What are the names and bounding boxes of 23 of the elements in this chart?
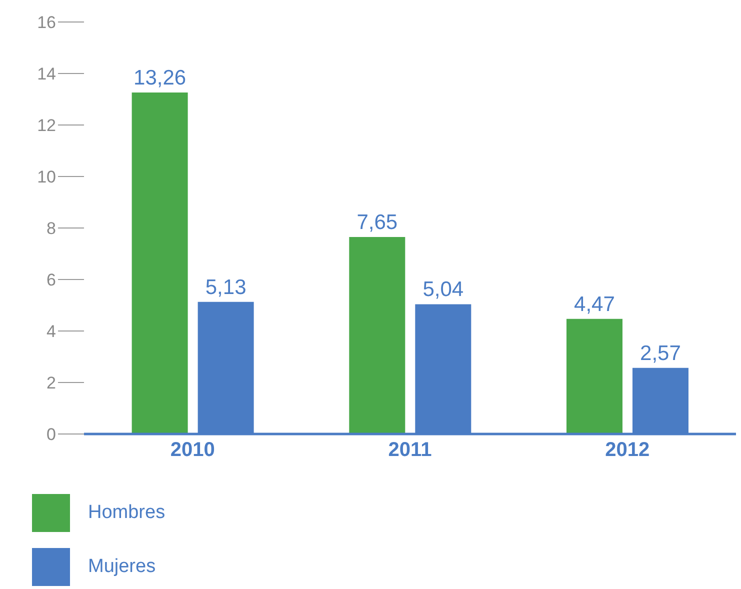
bar: [132, 92, 188, 434]
y-tick-label: 2: [46, 374, 56, 393]
y-tick-label: 12: [37, 116, 56, 136]
y-tick-label: 6: [46, 270, 56, 290]
y-tick-label: 0: [46, 425, 56, 444]
data-label: 13,26: [134, 66, 186, 90]
data-label: 7,65: [356, 211, 398, 234]
data-label: 2,57: [640, 342, 681, 365]
y-tick-label: 8: [46, 219, 56, 238]
x-tick-label: 2011: [388, 439, 432, 462]
y-tick-label: 16: [37, 13, 56, 32]
bar: [566, 318, 622, 434]
legend-label: Mujeres: [88, 556, 156, 578]
x-tick-label: 2012: [605, 439, 650, 462]
y-tick-label: 14: [37, 64, 56, 84]
data-label: 5,04: [422, 278, 464, 302]
bar: [349, 237, 406, 434]
y-tick-label: 4: [46, 322, 56, 342]
data-label: 4,47: [574, 292, 615, 316]
x-tick-label: 2010: [170, 439, 215, 462]
legend-label: Hombres: [88, 502, 166, 524]
data-label: 5,13: [205, 276, 246, 299]
y-tick-label: 10: [37, 168, 56, 187]
